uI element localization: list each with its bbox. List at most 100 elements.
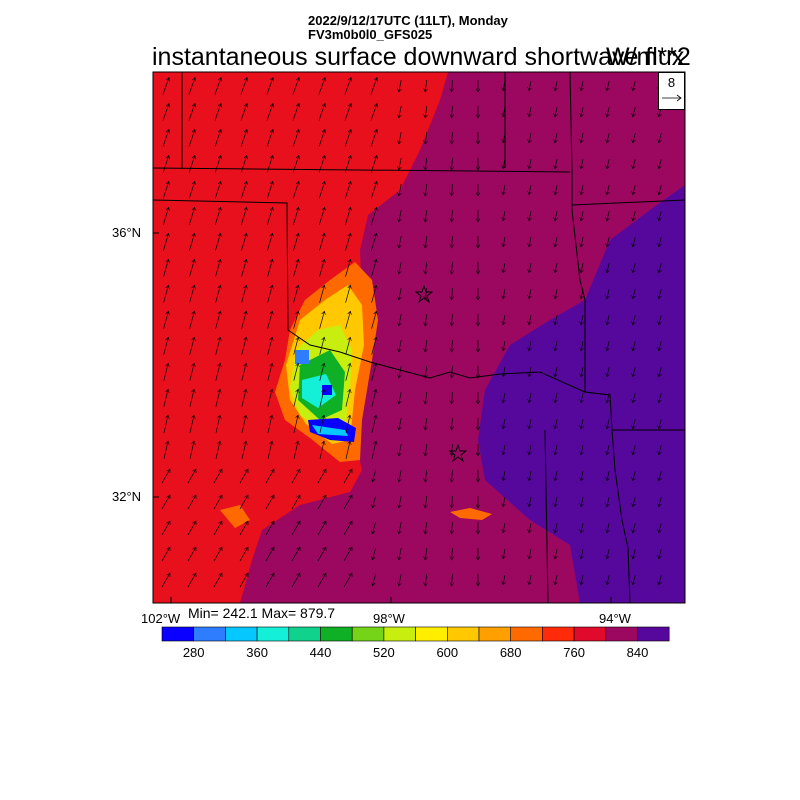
wind-vector	[291, 573, 300, 588]
wind-vector	[319, 389, 324, 407]
wind-vector	[555, 263, 557, 273]
wind-vector	[163, 233, 168, 251]
wind-vector	[425, 366, 427, 378]
wind-vector	[425, 418, 427, 430]
wind-vector	[503, 497, 505, 507]
colorbar-swatch	[193, 626, 226, 642]
wind-vector	[529, 549, 531, 559]
wind-vector	[372, 574, 376, 586]
wind-vector	[529, 393, 531, 403]
wind-vector	[452, 313, 453, 326]
wind-vector	[267, 311, 273, 329]
wind-vector	[345, 285, 351, 303]
wind-vector	[293, 389, 298, 407]
wind-vector	[343, 469, 352, 484]
wind-vector	[319, 415, 324, 433]
field-max-region	[478, 185, 685, 603]
lat-label-32n: 32°N	[112, 489, 142, 504]
wind-vector	[189, 311, 195, 329]
colorbar-label: 760	[563, 645, 585, 660]
wind-vector	[452, 495, 453, 508]
map-units: W/m**2	[606, 43, 691, 71]
wind-vector	[371, 363, 376, 381]
wind-vector	[529, 107, 531, 117]
wind-vector	[241, 415, 246, 433]
wind-vector	[555, 81, 557, 91]
wind-vector	[292, 78, 299, 95]
wind-vector	[633, 159, 636, 169]
wind-vector	[659, 237, 662, 247]
wind-vector	[215, 441, 220, 459]
wind-vector	[399, 80, 401, 92]
wind-vector	[659, 367, 662, 377]
wind-vector	[344, 181, 351, 199]
wind-vector	[452, 235, 453, 248]
wind-vector	[503, 367, 505, 377]
wind-vector	[266, 130, 273, 147]
wind-vector	[163, 285, 169, 303]
wind-vector	[633, 315, 636, 325]
wind-vector	[503, 81, 505, 91]
wind-vector	[187, 547, 196, 562]
wind-vector	[503, 549, 505, 559]
colorbar-label: 600	[436, 645, 459, 660]
wind-vector	[503, 289, 505, 299]
wind-vector	[345, 311, 351, 329]
wind-vector	[659, 445, 662, 455]
wind-vector	[503, 471, 505, 481]
wind-vector	[452, 547, 453, 560]
wind-vector	[452, 365, 453, 378]
wind-vector	[425, 496, 427, 508]
reference-vector-value: 8	[667, 75, 676, 90]
wind-vector	[607, 341, 609, 351]
wind-vector	[581, 393, 583, 403]
wind-vector	[214, 207, 220, 225]
wind-vector	[344, 78, 351, 95]
wind-vector	[529, 419, 531, 429]
wind-vector	[633, 133, 636, 143]
wind-vector	[292, 207, 298, 225]
wind-vector	[319, 311, 325, 329]
wind-vector	[293, 363, 298, 381]
wind-vector	[633, 471, 636, 481]
wind-vector	[240, 181, 247, 199]
wind-vector	[213, 547, 222, 562]
wind-vector	[659, 575, 662, 585]
colorbar-swatch	[446, 626, 480, 642]
wind-vector	[163, 441, 168, 459]
wind-vector	[399, 444, 401, 456]
wind-vector	[372, 548, 376, 560]
wind-vector	[291, 495, 300, 510]
wind-vector	[370, 104, 377, 121]
wind-vector	[399, 132, 401, 144]
wind-vector	[425, 574, 427, 586]
wind-vector	[267, 285, 273, 303]
wind-vector	[607, 523, 609, 533]
wind-vector	[187, 469, 196, 484]
wind-vector	[214, 181, 221, 199]
wind-vector	[371, 233, 376, 251]
colorbar-swatch	[415, 626, 448, 642]
wind-vector	[215, 259, 221, 277]
wind-vector	[345, 363, 350, 381]
colorbar-swatch	[288, 626, 321, 642]
wind-vector	[188, 181, 195, 199]
wind-vector	[371, 441, 376, 459]
wind-vector	[659, 211, 662, 221]
wind-vector	[529, 445, 531, 455]
wind-vector	[214, 78, 221, 95]
wind-vector	[555, 159, 557, 169]
wind-vector	[503, 159, 505, 169]
wind-vector	[293, 285, 299, 303]
wind-vector	[265, 547, 274, 562]
colorbar-swatch	[161, 626, 195, 642]
wind-vector	[633, 81, 636, 91]
wind-vector	[633, 211, 636, 221]
wind-vector	[581, 419, 583, 429]
vector-field	[161, 78, 662, 588]
wind-vector	[633, 237, 636, 247]
wind-vector	[343, 573, 352, 588]
wind-vector	[239, 469, 248, 484]
wind-vector	[266, 207, 272, 225]
wind-vector	[343, 547, 352, 562]
